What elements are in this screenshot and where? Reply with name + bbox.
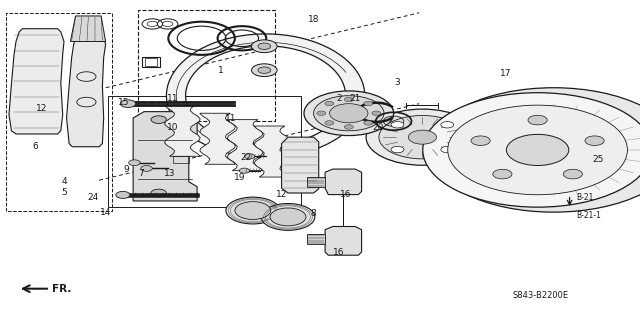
Text: 21: 21 bbox=[349, 94, 361, 103]
Bar bbox=[173, 156, 189, 163]
Text: B-21-1: B-21-1 bbox=[576, 211, 601, 220]
Polygon shape bbox=[67, 32, 106, 147]
Text: 10: 10 bbox=[167, 123, 179, 132]
Circle shape bbox=[129, 160, 140, 166]
Text: FR.: FR. bbox=[52, 284, 72, 294]
Circle shape bbox=[364, 121, 372, 125]
Bar bbox=[142, 57, 160, 67]
Text: 24: 24 bbox=[87, 193, 99, 202]
Text: 22: 22 bbox=[241, 153, 252, 162]
Text: 11: 11 bbox=[225, 114, 236, 122]
Circle shape bbox=[454, 100, 640, 200]
Circle shape bbox=[261, 204, 315, 230]
Circle shape bbox=[252, 40, 277, 53]
Text: 6: 6 bbox=[33, 142, 38, 151]
Polygon shape bbox=[164, 105, 200, 156]
Circle shape bbox=[325, 101, 334, 106]
Text: 5: 5 bbox=[61, 189, 67, 197]
Circle shape bbox=[379, 115, 466, 159]
Circle shape bbox=[226, 197, 280, 224]
Text: 19: 19 bbox=[234, 173, 246, 182]
Circle shape bbox=[585, 136, 604, 145]
Circle shape bbox=[235, 202, 271, 219]
Text: 13: 13 bbox=[164, 169, 175, 178]
Polygon shape bbox=[9, 29, 64, 134]
Polygon shape bbox=[254, 126, 290, 177]
Text: 12: 12 bbox=[276, 190, 287, 199]
Circle shape bbox=[448, 105, 627, 195]
Circle shape bbox=[330, 104, 368, 123]
Circle shape bbox=[239, 168, 250, 173]
Polygon shape bbox=[70, 16, 106, 41]
Circle shape bbox=[141, 166, 152, 171]
Polygon shape bbox=[166, 34, 365, 158]
Circle shape bbox=[258, 67, 271, 73]
Circle shape bbox=[344, 125, 353, 129]
Text: 20: 20 bbox=[372, 123, 383, 132]
Circle shape bbox=[366, 109, 479, 165]
Text: 3: 3 bbox=[394, 78, 399, 87]
Text: 18: 18 bbox=[308, 15, 319, 24]
Circle shape bbox=[116, 191, 130, 198]
Text: 11: 11 bbox=[167, 94, 179, 103]
Text: 12: 12 bbox=[36, 104, 47, 113]
Text: 8: 8 bbox=[311, 209, 316, 218]
Text: B-21: B-21 bbox=[576, 193, 593, 202]
Circle shape bbox=[252, 64, 277, 77]
Circle shape bbox=[244, 154, 255, 159]
Text: 7: 7 bbox=[138, 169, 143, 178]
Circle shape bbox=[317, 111, 326, 115]
Circle shape bbox=[258, 43, 271, 49]
Text: 4: 4 bbox=[61, 177, 67, 186]
Polygon shape bbox=[325, 169, 362, 195]
Text: 1: 1 bbox=[218, 66, 223, 75]
Polygon shape bbox=[227, 120, 263, 171]
Circle shape bbox=[471, 136, 490, 145]
Circle shape bbox=[372, 111, 381, 115]
Circle shape bbox=[151, 189, 166, 197]
Text: 15: 15 bbox=[118, 98, 129, 107]
Polygon shape bbox=[200, 113, 236, 164]
Circle shape bbox=[314, 96, 384, 131]
Polygon shape bbox=[282, 137, 319, 193]
Circle shape bbox=[344, 97, 353, 102]
Text: 16: 16 bbox=[340, 190, 351, 199]
Polygon shape bbox=[325, 226, 362, 255]
Text: 25: 25 bbox=[593, 155, 604, 164]
Circle shape bbox=[120, 100, 136, 108]
Circle shape bbox=[493, 169, 512, 179]
Text: 9: 9 bbox=[124, 165, 129, 174]
Text: S843-B2200E: S843-B2200E bbox=[513, 291, 569, 300]
Circle shape bbox=[304, 91, 394, 136]
Bar bbox=[307, 177, 325, 187]
Text: 14: 14 bbox=[100, 208, 111, 217]
Circle shape bbox=[423, 93, 640, 207]
Circle shape bbox=[528, 115, 547, 125]
Circle shape bbox=[408, 130, 436, 144]
Bar bbox=[307, 234, 325, 244]
Circle shape bbox=[325, 121, 334, 125]
Polygon shape bbox=[133, 112, 197, 201]
Circle shape bbox=[151, 116, 166, 123]
Circle shape bbox=[429, 88, 640, 212]
Circle shape bbox=[391, 122, 404, 128]
Circle shape bbox=[506, 134, 569, 166]
Circle shape bbox=[563, 169, 582, 179]
Circle shape bbox=[441, 122, 454, 128]
Circle shape bbox=[364, 101, 372, 106]
Text: 17: 17 bbox=[500, 69, 511, 78]
Circle shape bbox=[270, 208, 306, 226]
Text: 16: 16 bbox=[333, 248, 345, 256]
Circle shape bbox=[441, 146, 454, 153]
Text: 2: 2 bbox=[337, 94, 342, 103]
Circle shape bbox=[391, 146, 404, 153]
Bar bbox=[145, 58, 157, 66]
